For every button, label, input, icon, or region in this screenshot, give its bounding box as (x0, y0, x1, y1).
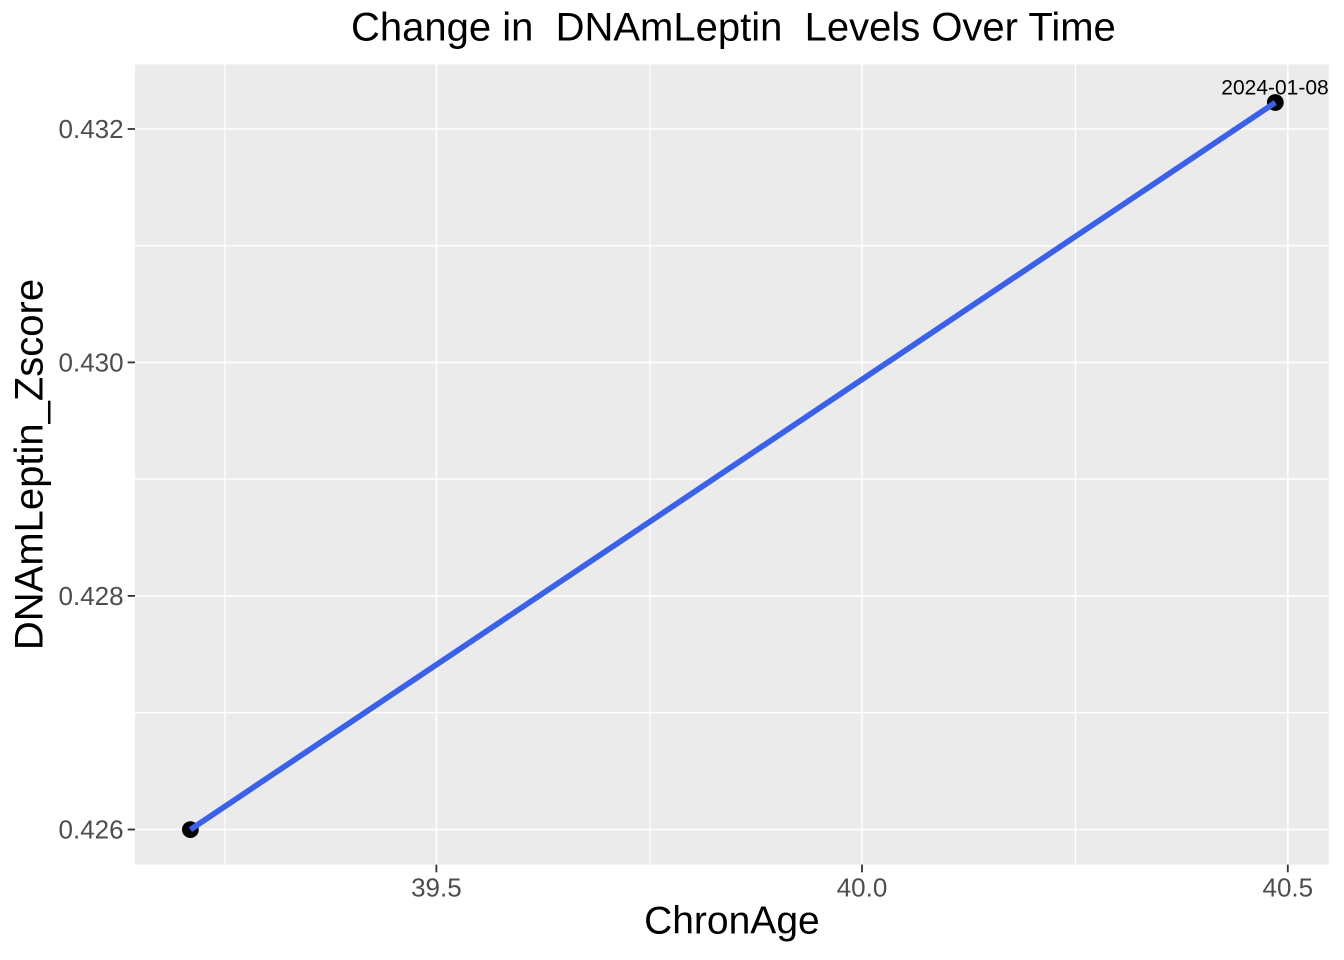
svg-text:0.426: 0.426 (59, 814, 124, 844)
svg-text:ChronAge: ChronAge (644, 900, 820, 943)
svg-text:0.432: 0.432 (59, 114, 124, 144)
svg-text:2024-01-08: 2024-01-08 (1221, 77, 1328, 100)
svg-text:0.430: 0.430 (59, 347, 124, 377)
svg-text:39.5: 39.5 (411, 873, 462, 903)
svg-text:0.428: 0.428 (59, 581, 124, 611)
svg-text:40.5: 40.5 (1262, 873, 1313, 903)
svg-text:40.0: 40.0 (837, 873, 888, 903)
svg-text:DNAmLeptin_Zscore: DNAmLeptin_Zscore (8, 279, 52, 650)
svg-text:Change in DNAmLeptin Levels: Change in DNAmLeptin Levels Over Time (351, 6, 1116, 50)
